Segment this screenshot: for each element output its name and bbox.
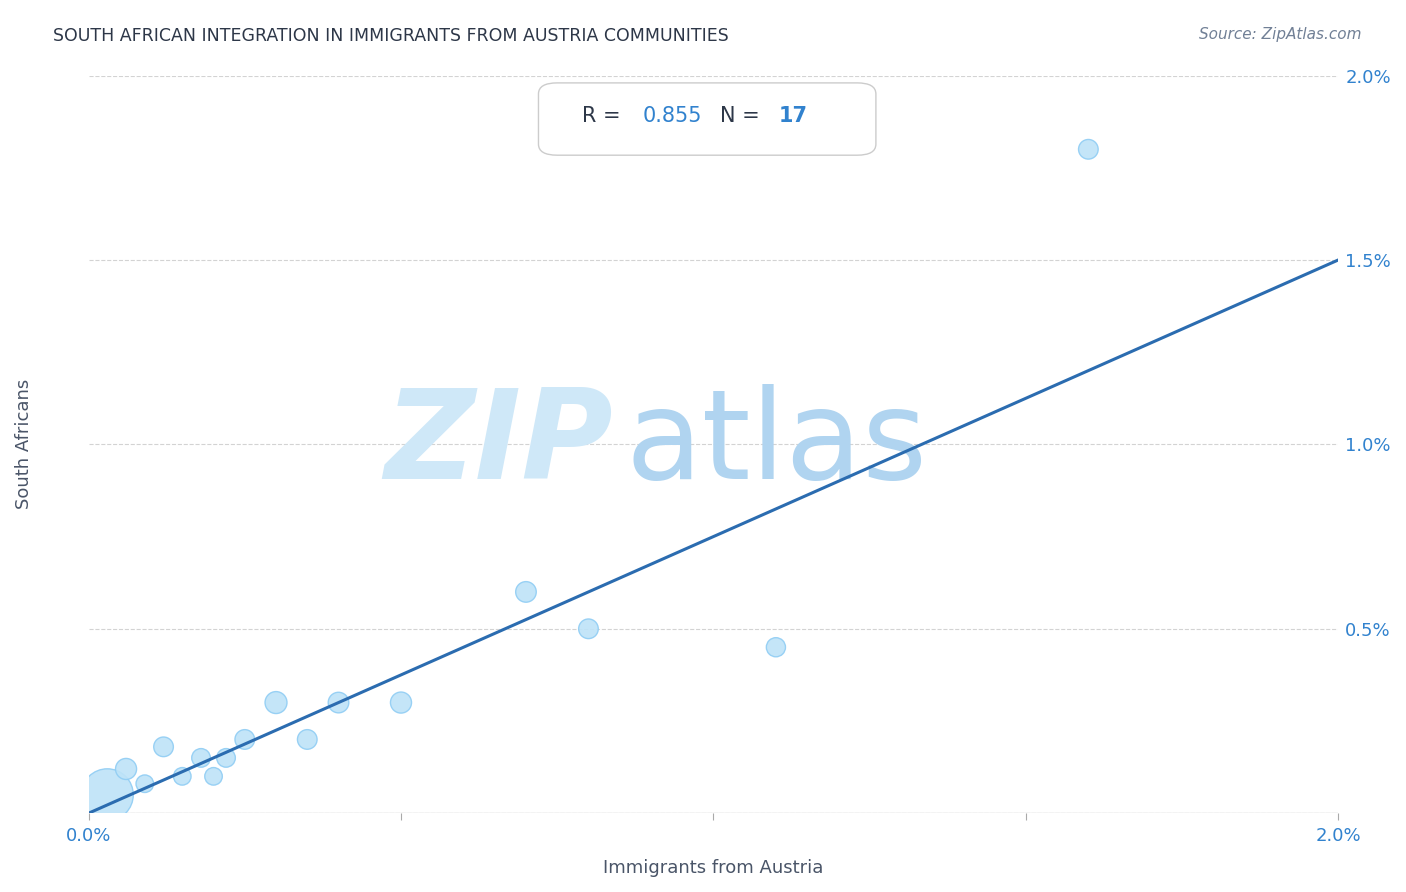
Point	[264, 696, 287, 710]
FancyBboxPatch shape	[538, 83, 876, 155]
Point	[152, 739, 174, 754]
Point	[115, 762, 138, 776]
Text: 0.855: 0.855	[643, 106, 702, 126]
Point	[202, 769, 225, 783]
Text: SOUTH AFRICAN INTEGRATION IN IMMIGRANTS FROM AUSTRIA COMMUNITIES: SOUTH AFRICAN INTEGRATION IN IMMIGRANTS …	[53, 27, 730, 45]
Y-axis label: South Africans: South Africans	[15, 379, 32, 509]
Text: N =: N =	[720, 106, 766, 126]
Point	[172, 769, 194, 783]
Point	[328, 696, 350, 710]
X-axis label: Immigrants from Austria: Immigrants from Austria	[603, 859, 824, 877]
Point	[578, 622, 600, 636]
Point	[1077, 142, 1099, 156]
Point	[515, 585, 537, 599]
Text: 17: 17	[779, 106, 807, 126]
Text: R =: R =	[582, 106, 627, 126]
Point	[134, 777, 156, 791]
Point	[215, 751, 238, 765]
Point	[190, 751, 212, 765]
Point	[389, 696, 412, 710]
Point	[233, 732, 256, 747]
Text: Source: ZipAtlas.com: Source: ZipAtlas.com	[1198, 27, 1361, 42]
Point	[297, 732, 319, 747]
Point	[96, 788, 118, 802]
Text: ZIP: ZIP	[385, 384, 613, 505]
Point	[765, 640, 787, 655]
Text: atlas: atlas	[626, 384, 928, 505]
